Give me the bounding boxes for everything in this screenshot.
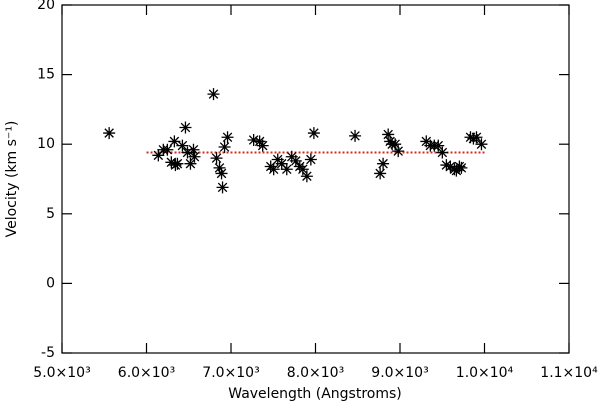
point: [475, 138, 488, 151]
x-tick-label: 6.0×10³: [118, 365, 175, 381]
point: [280, 163, 293, 176]
point: [168, 135, 181, 148]
point: [374, 167, 387, 180]
plot-frame: [61, 4, 570, 354]
point: [253, 135, 266, 148]
point: [440, 159, 453, 172]
y-tick-label: 10: [37, 136, 55, 152]
point: [467, 132, 480, 145]
point: [247, 134, 260, 147]
point: [392, 145, 405, 158]
y-tick-label: -5: [41, 345, 55, 361]
point: [165, 156, 178, 169]
point: [389, 138, 402, 151]
y-axis-label: Velocity (km s⁻¹): [4, 121, 20, 238]
point: [176, 139, 189, 152]
point: [307, 127, 320, 140]
point: [300, 170, 313, 183]
x-tick-label: 1.1×10⁴: [540, 365, 598, 381]
point: [184, 157, 197, 170]
x-tick-label: 7.0×10³: [202, 365, 259, 381]
point: [179, 121, 192, 134]
point: [382, 128, 395, 141]
point: [218, 140, 231, 153]
point: [181, 146, 194, 159]
x-tick-label: 1.0×10⁴: [456, 365, 514, 381]
point: [304, 153, 317, 166]
y-tick-label: 5: [46, 206, 55, 222]
point: [188, 150, 201, 163]
point: [296, 163, 309, 176]
point: [432, 139, 445, 152]
x-tick-label: 9.0×10³: [371, 365, 428, 381]
point: [289, 154, 302, 167]
point: [275, 157, 288, 170]
x-tick-label: 5.0×10³: [33, 365, 90, 381]
point: [103, 127, 116, 140]
point: [207, 88, 220, 101]
point: [377, 157, 390, 170]
y-tick-label: 0: [46, 275, 55, 291]
x-tick-label: 8.0×10³: [287, 365, 344, 381]
point: [221, 131, 234, 144]
point: [470, 131, 483, 144]
point: [455, 161, 468, 174]
point: [349, 129, 362, 142]
point: [450, 164, 463, 177]
point: [213, 161, 226, 174]
y-tick-label: 20: [37, 0, 55, 13]
x-axis-label: Wavelength (Angstroms): [228, 386, 402, 402]
point: [444, 160, 457, 173]
point: [171, 157, 184, 170]
point: [215, 167, 228, 180]
point: [436, 146, 449, 159]
point: [216, 181, 229, 194]
point: [256, 139, 269, 152]
point: [267, 163, 280, 176]
point: [210, 152, 223, 165]
point: [161, 143, 174, 156]
point: [187, 143, 200, 156]
y-tick-label: 15: [37, 67, 55, 83]
point: [152, 149, 165, 162]
